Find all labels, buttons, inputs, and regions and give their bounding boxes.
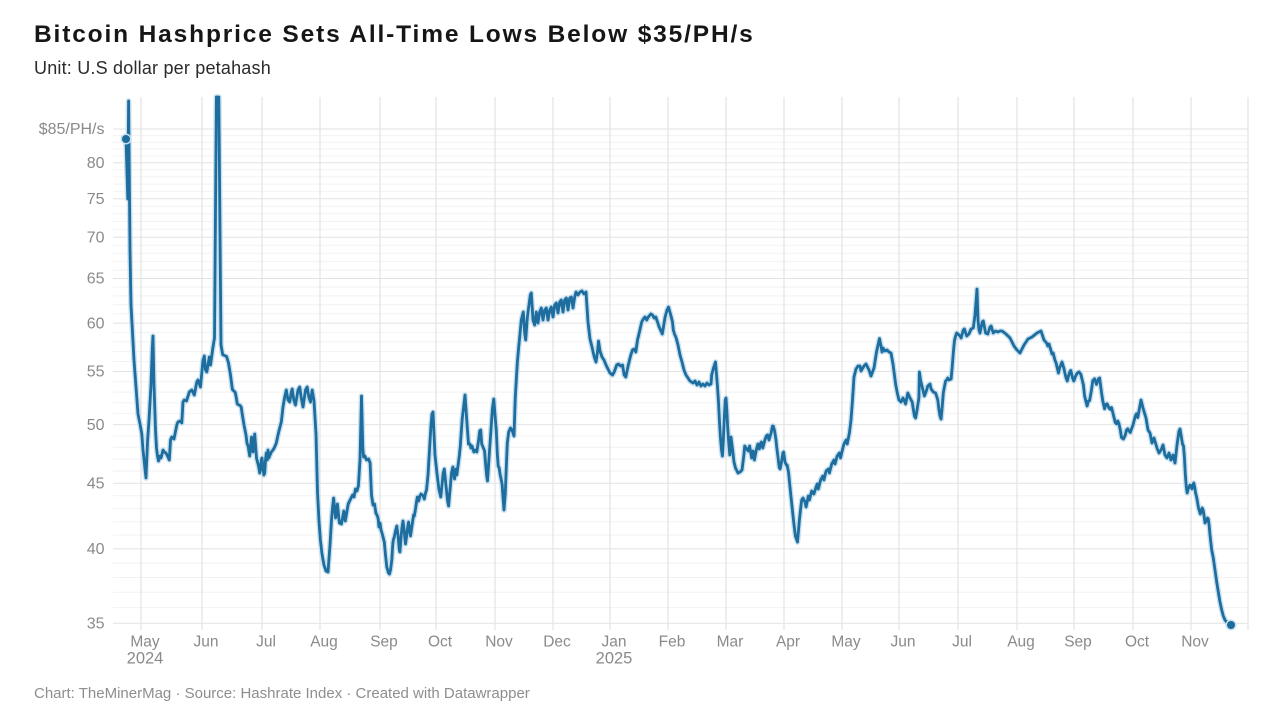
svg-text:Aug: Aug <box>310 634 338 651</box>
svg-text:2024: 2024 <box>127 650 164 668</box>
svg-text:50: 50 <box>87 417 105 434</box>
svg-text:Oct: Oct <box>428 634 453 651</box>
svg-text:Nov: Nov <box>485 634 513 651</box>
svg-text:Jul: Jul <box>256 634 276 651</box>
svg-text:Sep: Sep <box>370 634 398 651</box>
svg-text:70: 70 <box>87 229 105 246</box>
svg-text:45: 45 <box>87 476 105 493</box>
svg-text:Sep: Sep <box>1064 634 1092 651</box>
svg-text:Jan: Jan <box>602 634 627 651</box>
svg-text:Apr: Apr <box>776 634 800 651</box>
svg-text:35: 35 <box>87 616 105 633</box>
svg-text:65: 65 <box>87 271 105 288</box>
svg-text:2025: 2025 <box>596 650 633 668</box>
svg-text:Jun: Jun <box>891 634 916 651</box>
svg-text:Feb: Feb <box>659 634 686 651</box>
svg-text:May: May <box>831 634 861 651</box>
svg-text:Nov: Nov <box>1181 634 1209 651</box>
svg-text:Aug: Aug <box>1007 634 1035 651</box>
svg-text:55: 55 <box>87 364 105 381</box>
svg-text:Oct: Oct <box>1125 634 1150 651</box>
svg-text:40: 40 <box>87 541 105 558</box>
svg-text:60: 60 <box>87 315 105 332</box>
svg-text:May: May <box>130 634 160 651</box>
svg-text:Dec: Dec <box>543 634 571 651</box>
svg-text:Jul: Jul <box>952 634 972 651</box>
svg-text:80: 80 <box>87 155 105 172</box>
svg-text:75: 75 <box>87 191 105 208</box>
svg-text:$85/PH/s: $85/PH/s <box>39 121 105 138</box>
svg-text:Mar: Mar <box>717 634 744 651</box>
svg-text:Jun: Jun <box>194 634 219 651</box>
